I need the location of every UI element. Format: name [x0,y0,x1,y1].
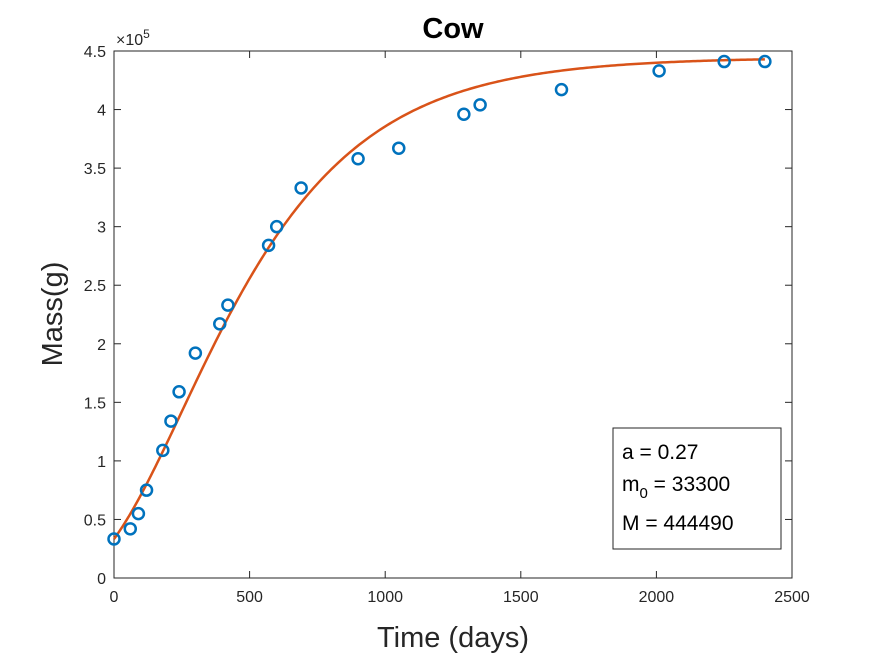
y-tick-label: 2.5 [84,278,106,295]
annotation-m0: m0 = 33300 [622,473,730,502]
data-point [107,532,121,546]
annotation-m0-value: = 33300 [648,473,730,496]
data-point [473,98,487,112]
data-point [188,346,203,360]
data-point [652,64,666,78]
y-tick-label: 2 [97,337,106,354]
data-point [221,298,235,312]
data-point [131,506,146,521]
data-point [213,317,227,331]
y-tick-label: 0.5 [84,512,106,529]
data-point [294,181,308,195]
data-point [457,107,471,121]
y-tick-label: 4.5 [84,44,106,61]
x-axis-title: Time (days) [377,622,529,654]
data-point [139,483,154,497]
y-tick-label: 4 [97,103,106,120]
data-point [554,82,569,97]
annotation-a: a = 0.27 [622,441,698,464]
y-tick-label: 1 [97,454,106,471]
chart-title: Cow [422,13,484,45]
data-point [172,385,186,399]
annotation-frame [612,427,782,550]
data-point [392,141,406,155]
x-tick-label: 0 [110,589,119,606]
y-exponent-power: 5 [143,27,150,41]
y-tick-label: 3 [97,220,106,237]
annotation-m0-base: m [622,473,640,496]
data-point [758,54,772,69]
data-point [269,219,284,234]
data-point [156,443,170,458]
annotation-box: a = 0.27 m0 = 33300 M = 444490 [612,427,782,550]
x-ticks: 0 500 1000 1500 2000 2500 [110,51,810,606]
x-tick-label: 1500 [503,589,539,606]
annotation-M: M = 444490 [622,512,734,535]
x-tick-label: 1000 [367,589,403,606]
y-axis-title: Mass(g) [37,262,69,367]
points-layer [107,54,772,546]
data-point [123,522,138,536]
data-point [351,151,365,166]
data-point [717,54,731,69]
x-tick-label: 2000 [639,589,675,606]
data-point [261,238,276,253]
y-exponent-label: ×105 [116,27,150,49]
x-tick-label: 500 [236,589,263,606]
y-exponent-base: ×10 [116,32,143,49]
y-ticks: 0 0.5 1 1.5 2 2.5 3 3.5 4 4.5 [84,44,792,588]
y-tick-label: 1.5 [84,395,106,412]
data-point [164,414,178,428]
y-tick-label: 3.5 [84,161,106,178]
x-tick-label: 2500 [774,589,810,606]
annotation-m0-sub: 0 [640,485,648,502]
y-tick-label: 0 [97,571,106,588]
